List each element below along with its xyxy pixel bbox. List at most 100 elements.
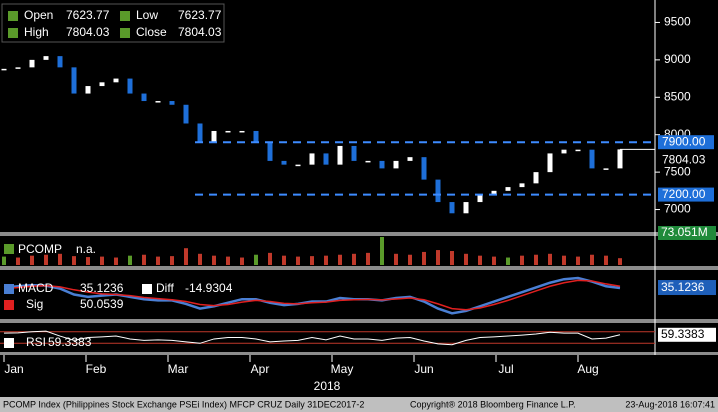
footer-left: PCOMP Index (Philippines Stock Exchange …: [3, 399, 364, 409]
level-box: [658, 135, 714, 150]
level-label: 7200.00: [662, 187, 706, 201]
volume-bar: [436, 250, 440, 265]
candle: [589, 149, 595, 169]
candle: [295, 164, 301, 167]
candle: [463, 202, 469, 214]
volume-bar: [156, 256, 160, 265]
volume-bar: [310, 256, 314, 265]
year-label: 2018: [314, 379, 341, 393]
panel-separator: [0, 266, 718, 270]
candle: [169, 101, 175, 105]
x-tick-label: Jun: [414, 362, 433, 376]
volume-bar: [576, 256, 580, 265]
y-tick-label: 7500: [664, 164, 691, 178]
x-tick-label: Apr: [251, 362, 270, 376]
legend-label: Low: [136, 8, 158, 22]
candle: [617, 149, 623, 169]
volume-bar: [282, 255, 286, 265]
macd-name: MACD: [18, 281, 54, 295]
candle: [85, 86, 91, 94]
volume-box: [658, 226, 716, 240]
candle: [365, 160, 371, 163]
legend-label: Close: [136, 25, 167, 39]
candle: [113, 78, 119, 83]
candle: [309, 153, 315, 165]
panel-separator: [0, 352, 718, 355]
volume-bar: [128, 255, 132, 265]
candle: [127, 78, 133, 94]
volume-bar: [506, 257, 510, 265]
sig-line: [3, 279, 621, 311]
volume-bar: [352, 253, 356, 265]
candle: [99, 82, 105, 87]
panel-separator: [0, 232, 718, 236]
macd-box: [658, 280, 716, 296]
rsi-swatch: [4, 338, 14, 348]
y-tick-label: 7000: [664, 202, 691, 216]
candle: [561, 149, 567, 154]
candle: [29, 59, 35, 68]
candle: [379, 160, 385, 169]
candle: [505, 187, 511, 191]
legend-value: 7804.03: [178, 25, 222, 39]
volume-bar: [422, 251, 426, 265]
rsi-name: RSI: [26, 335, 46, 349]
macd-axis-value: 35.1236: [661, 280, 705, 294]
rsi-box: [658, 327, 716, 342]
candle: [575, 149, 581, 152]
y-tick-label: 9000: [664, 52, 691, 66]
candle: [225, 130, 231, 133]
volume-bar: [492, 256, 496, 265]
volume-bar: [618, 258, 622, 265]
candle: [57, 56, 63, 68]
candle: [15, 67, 21, 69]
volume-bar: [408, 254, 412, 265]
candle: [1, 68, 7, 71]
candle: [267, 142, 273, 161]
legend-value: 7804.03: [66, 25, 110, 39]
legend-swatch: [8, 11, 18, 21]
volume-name: PCOMP: [18, 242, 62, 256]
volume-bar: [604, 255, 608, 265]
last-price-label: 7804.03: [662, 153, 706, 167]
candle: [519, 183, 525, 188]
volume-bar: [338, 254, 342, 265]
volume-bar: [478, 255, 482, 265]
candle: [351, 145, 357, 161]
level-box: [658, 187, 714, 202]
legend-value: 7623.77: [178, 8, 222, 22]
volume-bar: [212, 255, 216, 265]
volume-bar: [380, 237, 384, 265]
diff-value: -14.9304: [185, 281, 233, 295]
legend-swatch: [120, 11, 130, 21]
volume-status: n.a.: [76, 242, 96, 256]
candle: [281, 160, 287, 165]
candle: [183, 104, 189, 124]
volume-bar: [44, 254, 48, 265]
volume-bar: [324, 255, 328, 265]
legend-label: High: [24, 25, 49, 39]
volume-bar: [142, 254, 146, 265]
volume-bar: [590, 254, 594, 265]
candle: [141, 93, 147, 102]
candle: [71, 67, 77, 94]
candle: [393, 160, 399, 169]
x-tick-label: Aug: [577, 362, 598, 376]
candle: [547, 153, 553, 173]
macd-value: 35.1236: [80, 281, 124, 295]
candle: [211, 130, 217, 143]
rsi-value: 59.3383: [48, 335, 92, 349]
volume-bar: [100, 256, 104, 265]
volume-bar: [520, 255, 524, 265]
x-tick-label: Mar: [168, 362, 189, 376]
volume-value: 73.051M: [661, 225, 708, 239]
candle: [421, 157, 427, 180]
volume-bar: [268, 252, 272, 265]
legend-label: Open: [24, 8, 53, 22]
volume-legend-swatch: [4, 244, 14, 254]
volume-bar: [198, 253, 202, 265]
volume-bar: [254, 254, 258, 265]
volume-bar: [170, 256, 174, 265]
